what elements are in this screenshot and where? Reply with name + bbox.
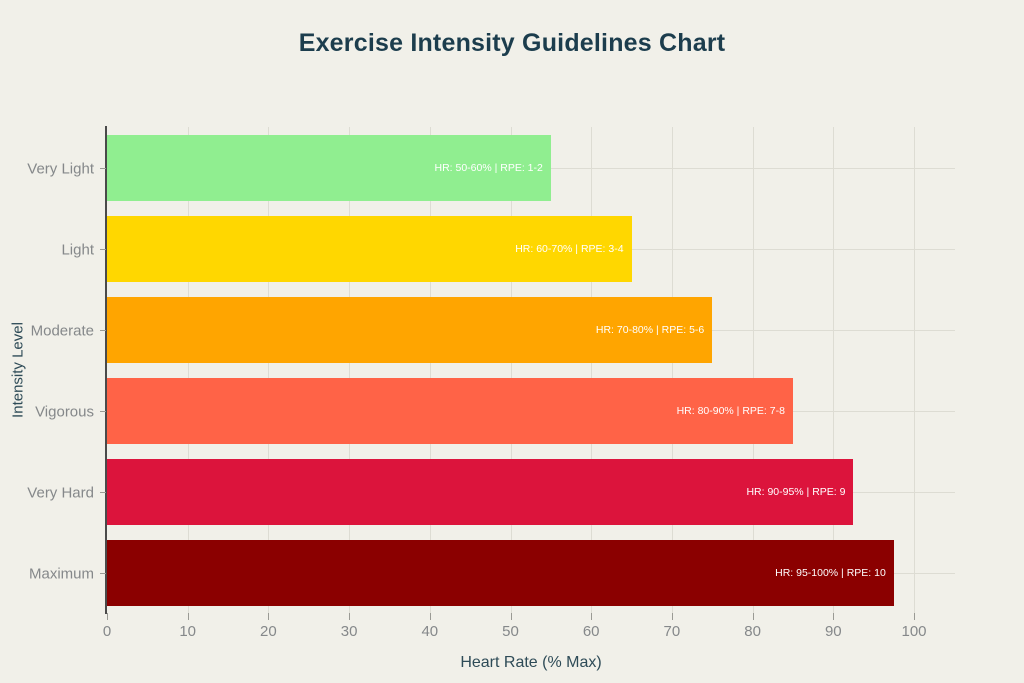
gridline-vertical: [752, 127, 754, 613]
x-tick-label: 60: [582, 623, 600, 640]
x-tick-label: 40: [421, 623, 439, 640]
gridline-vertical: [591, 127, 593, 613]
bar-light: HR: 60-70% | RPE: 3-4: [107, 215, 632, 282]
x-tick-mark: [833, 613, 835, 620]
bar-vigorous: HR: 80-90% | RPE: 7-8: [107, 377, 793, 444]
x-tick-mark: [349, 613, 351, 620]
gridline-vertical: [510, 127, 512, 613]
bar-value-label: HR: 50-60% | RPE: 1-2: [434, 161, 543, 174]
x-tick-mark: [914, 613, 915, 620]
x-tick-label: 20: [260, 623, 277, 640]
bar-moderate: HR: 70-80% | RPE: 5-6: [107, 296, 713, 363]
bar-very-hard: HR: 90-95% | RPE: 9: [107, 458, 854, 525]
bar-value-label: HR: 70-80% | RPE: 5-6: [595, 323, 705, 336]
x-tick-mark: [107, 613, 108, 620]
x-tick-mark: [752, 613, 754, 620]
x-axis-title: Heart Rate (% Max): [460, 654, 602, 671]
gridline-vertical: [349, 127, 351, 613]
y-tick-mark: [100, 329, 106, 331]
x-tick-mark: [268, 613, 270, 620]
gridline-vertical: [268, 127, 270, 613]
y-category-label: Light: [61, 241, 94, 258]
x-tick-label: 30: [340, 623, 358, 640]
x-tick-label: 10: [179, 623, 197, 640]
bar-very-light: HR: 50-60% | RPE: 1-2: [107, 134, 551, 201]
x-tick-label: 80: [744, 623, 761, 640]
x-tick-mark: [671, 613, 673, 620]
bar-value-label: HR: 95-100% | RPE: 10: [775, 566, 886, 579]
y-tick-mark: [100, 167, 106, 169]
plot-area: HR: 50-60% | RPE: 1-2 HR: 60-70% | RPE: 3…: [107, 127, 955, 613]
y-category-label: Moderate: [30, 322, 94, 339]
y-category-label: Very Light: [27, 160, 94, 177]
y-category-label: Vigorous: [35, 403, 94, 420]
y-tick-mark: [100, 248, 106, 250]
gridline-vertical: [429, 127, 431, 613]
bar-value-label: HR: 90-95% | RPE: 9: [746, 485, 846, 498]
gridline-vertical: [671, 127, 673, 613]
x-tick-mark: [591, 613, 593, 620]
x-tick-label: 0: [102, 623, 112, 640]
gridline-vertical: [833, 127, 835, 613]
bar-value-label: HR: 60-70% | RPE: 3-4: [515, 242, 624, 255]
y-category-label: Very Hard: [27, 484, 94, 501]
gridline-vertical: [187, 127, 189, 613]
y-axis-line: [105, 126, 107, 614]
y-tick-mark: [100, 491, 106, 493]
x-tick-mark: [510, 613, 512, 620]
x-tick-label: 70: [663, 623, 681, 640]
bar-maximum: HR: 95-100% | RPE: 10: [107, 539, 894, 606]
x-tick-label: 100: [901, 623, 927, 640]
y-tick-mark: [100, 572, 106, 574]
gridline-vertical: [914, 127, 915, 613]
x-tick-mark: [429, 613, 431, 620]
x-tick-label: 90: [824, 623, 842, 640]
x-tick-label: 50: [502, 623, 519, 640]
x-tick-mark: [187, 613, 189, 620]
y-category-label: Maximum: [28, 565, 94, 582]
chart-title: Exercise Intensity Guidelines Chart: [298, 29, 726, 57]
bar-value-label: HR: 80-90% | RPE: 7-8: [676, 404, 785, 417]
y-tick-mark: [100, 410, 106, 412]
